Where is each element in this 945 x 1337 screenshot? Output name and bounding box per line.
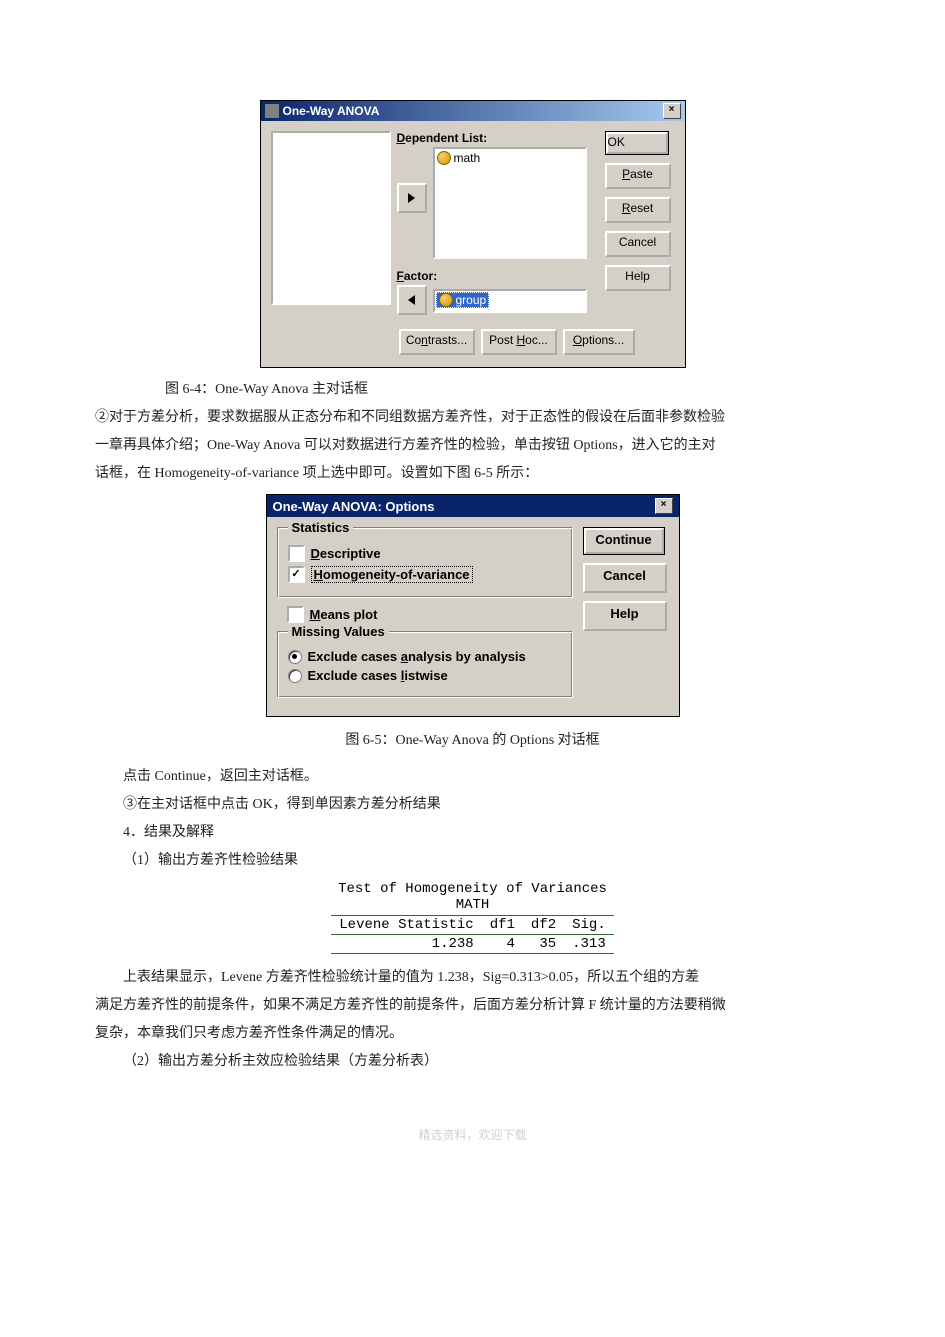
table-cell: 4 <box>482 935 523 954</box>
table-cell: 1.238 <box>331 935 481 954</box>
factor-box[interactable]: group <box>433 289 587 313</box>
group-legend: Statistics <box>288 520 354 535</box>
cancel-button[interactable]: Cancel <box>605 231 671 257</box>
factor-item[interactable]: group <box>436 292 490 308</box>
table-cell: 35 <box>523 935 564 954</box>
close-icon[interactable]: × <box>655 498 673 514</box>
body-paragraph: ②对于方差分析，要求数据服从正态分布和不同组数据方差齐性，对于正态性的假设在后面… <box>95 404 850 488</box>
ok-button[interactable]: OK <box>605 131 669 155</box>
text-line: 复杂，本章我们只考虑方差齐性条件满足的情况。 <box>95 1020 850 1048</box>
text-line: 上表结果显示，Levene 方差齐性检验统计量的值为 1.238，Sig=0.3… <box>95 964 850 992</box>
table-header: df2 <box>523 916 564 935</box>
arrow-left-icon <box>408 295 415 305</box>
close-icon[interactable]: × <box>663 103 681 119</box>
cancel-button[interactable]: Cancel <box>583 563 667 593</box>
text-line: （1）输出方差齐性检验结果 <box>123 847 850 875</box>
radio-icon <box>288 669 302 683</box>
results-subtitle: MATH <box>95 897 850 913</box>
exclude-listwise-radio[interactable]: Exclude cases listwise <box>288 668 562 683</box>
scale-icon <box>439 293 453 307</box>
options-button[interactable]: Options... <box>563 329 635 355</box>
variable-list[interactable] <box>271 131 391 305</box>
scale-icon <box>437 151 451 165</box>
list-item[interactable]: math <box>437 151 583 165</box>
descriptive-checkbox[interactable]: Descriptive <box>288 545 562 562</box>
homogeneity-checkbox[interactable]: ✓ Homogeneity-of-variance <box>288 566 562 583</box>
text-line: ②对于方差分析，要求数据服从正态分布和不同组数据方差齐性，对于正态性的假设在后面… <box>95 404 850 432</box>
posthoc-button[interactable]: Post Hoc... <box>481 329 557 355</box>
dialog-title: One-Way ANOVA <box>283 104 380 118</box>
app-icon <box>265 104 279 118</box>
checkbox-icon <box>287 606 304 623</box>
checkbox-icon <box>288 545 305 562</box>
results-table: Levene Statistic df1 df2 Sig. 1.238 4 35… <box>331 915 613 954</box>
continue-button[interactable]: Continue <box>583 527 665 555</box>
text-line: 话框，在 Homogeneity-of-variance 项上选中即可。设置如下… <box>95 460 850 488</box>
figure-caption: 图 6-5：One-Way Anova 的 Options 对话框 <box>95 727 850 755</box>
text-line: 点击 Continue，返回主对话框。 <box>123 763 850 791</box>
paste-button[interactable]: Paste <box>605 163 671 189</box>
missing-values-group: Missing Values Exclude cases analysis by… <box>277 631 573 698</box>
exclude-analysis-radio[interactable]: Exclude cases analysis by analysis <box>288 649 562 664</box>
results-title: Test of Homogeneity of Variances <box>95 881 850 897</box>
titlebar: One-Way ANOVA: Options × <box>267 495 679 517</box>
contrasts-button[interactable]: Contrasts... <box>399 329 475 355</box>
arrow-right-icon <box>408 193 415 203</box>
titlebar: One-Way ANOVA × <box>261 101 685 121</box>
options-dialog: One-Way ANOVA: Options × Statistics Desc… <box>266 494 680 717</box>
anova-dialog: One-Way ANOVA × Dependent List: math <box>260 100 686 368</box>
dependent-label: Dependent List: <box>397 131 587 145</box>
text-line: （2）输出方差分析主效应检验结果（方差分析表） <box>123 1048 850 1076</box>
reset-button[interactable]: Reset <box>605 197 671 223</box>
table-cell: .313 <box>564 935 614 954</box>
statistics-group: Statistics Descriptive ✓ Homogeneity-of-… <box>277 527 573 598</box>
table-header: Levene Statistic <box>331 916 481 935</box>
help-button[interactable]: Help <box>605 265 671 291</box>
dependent-item: math <box>454 151 481 165</box>
text-line: 满足方差齐性的前提条件，如果不满足方差齐性的前提条件，后面方差分析计算 F 统计… <box>95 992 850 1020</box>
group-legend: Missing Values <box>288 624 389 639</box>
dependent-list-box[interactable]: math <box>433 147 587 259</box>
text-line: 4．结果及解释 <box>123 819 850 847</box>
text-line: ③在主对话框中点击 OK，得到单因素方差分析结果 <box>123 791 850 819</box>
table-header: Sig. <box>564 916 614 935</box>
help-button[interactable]: Help <box>583 601 667 631</box>
radio-icon <box>288 650 302 664</box>
figure-caption: 图 6-4：One-Way Anova 主对话框 <box>165 378 850 398</box>
table-header: df1 <box>482 916 523 935</box>
dialog-title: One-Way ANOVA: Options <box>273 499 435 514</box>
factor-label: Factor: <box>397 269 587 283</box>
page-footer: 精选资料，欢迎下载 <box>95 1126 850 1143</box>
body-paragraph: 上表结果显示，Levene 方差齐性检验统计量的值为 1.238，Sig=0.3… <box>95 964 850 1048</box>
text-line: 一章再具体介绍；One-Way Anova 可以对数据进行方差齐性的检验，单击按… <box>95 432 850 460</box>
dependent-move-button[interactable] <box>397 183 427 213</box>
means-plot-checkbox[interactable]: Means plot <box>287 606 573 623</box>
checkbox-icon: ✓ <box>288 566 305 583</box>
factor-move-button[interactable] <box>397 285 427 315</box>
